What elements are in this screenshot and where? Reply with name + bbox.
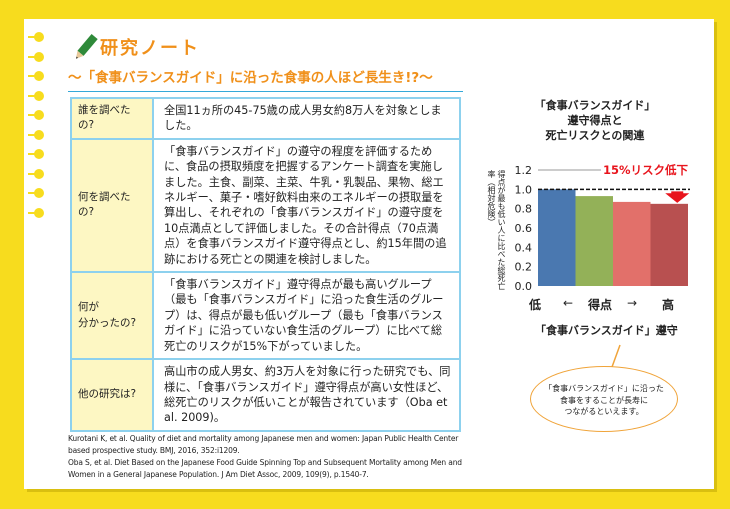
- binder-ring: [28, 168, 44, 179]
- annotation-background: [600, 163, 691, 177]
- references: Kurotani K, et al. Quality of diet and m…: [68, 433, 463, 481]
- bar: [575, 196, 613, 286]
- x-label-low: 低: [529, 298, 542, 312]
- binder-ring: [28, 207, 44, 218]
- x-label-mid: 得点: [588, 298, 613, 312]
- arrow-right-icon: →: [627, 296, 638, 310]
- binder-ring: [28, 188, 44, 198]
- speech-bubble: 「食事バランスガイド」に沿った 食事をすることが長寿に つながるといえます。: [530, 366, 678, 432]
- y-tick-label: 1.2: [515, 164, 533, 177]
- chart-title: 「食事バランスガイド」 遵守得点と 死亡リスクとの関連: [534, 99, 656, 142]
- annotation: 15%リスク低下: [603, 163, 689, 177]
- bubble-text: 「食事バランスガイド」に沿った 食事をすることが長寿に つながるといえます。: [544, 384, 664, 416]
- row-text: 高山市の成人男女、約3万人を対象に行った研究でも、同様に、「食事バランスガイド」…: [152, 358, 461, 432]
- binder-ring: [28, 149, 44, 159]
- x-axis-title: 「食事バランスガイド」遵守: [535, 324, 678, 337]
- binder-ring: [28, 32, 44, 42]
- y-tick-label: 0.8: [515, 203, 533, 216]
- table-row: 何が 分かったの? 「食事バランスガイド」遵守得点が最も高いグループ（最も「食事バ…: [70, 271, 461, 361]
- binder-ring: [28, 51, 44, 62]
- bar: [538, 189, 576, 286]
- row-label: 何が 分かったの?: [70, 271, 154, 361]
- bar: [650, 203, 688, 286]
- pencil-icon: [76, 33, 98, 59]
- y-tick-label: 0.4: [515, 241, 533, 254]
- row-label: 誰を調べたの?: [70, 97, 154, 140]
- divider: [68, 91, 463, 92]
- row-label: 何を調べたの?: [70, 137, 154, 274]
- y-tick-label: 0.6: [515, 222, 533, 235]
- arrow-left-icon: ←: [563, 296, 574, 310]
- x-label-high: 高: [662, 298, 675, 312]
- summary-table: 誰を調べたの? 全国11ヵ所の45-75歳の成人男女約8万人を対象としました。 何を…: [70, 97, 461, 432]
- down-arrow-icon: [665, 191, 690, 203]
- row-text: 「食事バランスガイド」遵守得点が最も高いグループ（最も「食事バランスガイド」に沿…: [152, 271, 461, 361]
- binder-ring: [28, 90, 44, 101]
- page-subtitle: 〜「食事バランスガイド」に沿った食事の人ほど長生き!?〜: [68, 70, 433, 86]
- bar-chart: 0.0 0.2 0.4 0.6 0.8 1.0 1.2 15%リスク低下: [515, 163, 691, 293]
- row-text: 「食事バランスガイド」の遵守の程度を評価するために、食品の摂取頻度を把握するアン…: [152, 137, 461, 274]
- bar: [613, 201, 651, 286]
- table-row: 何を調べたの? 「食事バランスガイド」の遵守の程度を評価するために、食品の摂取頻度…: [70, 137, 461, 274]
- y-tick-label: 1.0: [515, 183, 533, 196]
- y-tick-label: 0.2: [515, 261, 533, 274]
- row-text: 全国11ヵ所の45-75歳の成人男女約8万人を対象としました。: [152, 97, 461, 140]
- binder-ring: [28, 110, 44, 120]
- y-axis-label: 得点が最も低い人に比べた総死亡率（相対危険）: [487, 170, 506, 290]
- y-tick-label: 0.0: [515, 280, 533, 293]
- row-label: 他の研究は?: [70, 358, 154, 432]
- reference-1: Kurotani K, et al. Quality of diet and m…: [68, 434, 459, 455]
- table-row: 誰を調べたの? 全国11ヵ所の45-75歳の成人男女約8万人を対象としました。: [70, 97, 461, 140]
- reference-2: Oba S, et al. Diet Based on the Japanese…: [68, 458, 462, 479]
- table-row: 他の研究は? 高山市の成人男女、約3万人を対象に行った研究でも、同様に、「食事バラ…: [70, 358, 461, 432]
- binder-ring: [28, 129, 44, 140]
- binder-ring: [28, 71, 44, 81]
- page-title: 研究ノート: [100, 38, 200, 59]
